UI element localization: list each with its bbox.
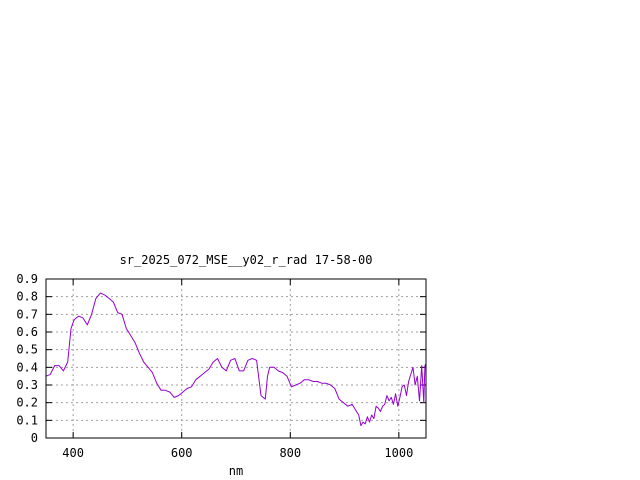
chart-title: sr_2025_072_MSE__y02_r_rad 17-58-00	[120, 253, 373, 267]
y-tick-label: 0.4	[16, 360, 38, 374]
y-tick-label: 0	[31, 431, 38, 445]
y-tick-label: 0.7	[16, 307, 38, 321]
x-tick-label: 800	[279, 446, 301, 460]
plot-border	[45, 278, 427, 439]
series-group	[45, 292, 427, 427]
y-tick-label: 0.5	[16, 343, 38, 357]
y-tick-label: 0.8	[16, 290, 38, 304]
x-tick-label: 1000	[384, 446, 413, 460]
x-axis-label: nm	[229, 464, 243, 478]
y-tick-label: 0.3	[16, 378, 38, 392]
y-tick-label: 0.6	[16, 325, 38, 339]
grid	[46, 279, 426, 438]
series-line	[45, 292, 427, 427]
y-tick-label: 0.1	[16, 413, 38, 427]
y-tick-label: 0.2	[16, 396, 38, 410]
axis-ticks: 0 0.1 0.2 0.3 0.4 0.5 0.6 0.7 0.8 0.9 400 600 800 100…	[16, 272, 426, 460]
x-tick-label: 400	[62, 446, 84, 460]
y-tick-label: 0.9	[16, 272, 38, 286]
x-tick-label: 600	[171, 446, 193, 460]
